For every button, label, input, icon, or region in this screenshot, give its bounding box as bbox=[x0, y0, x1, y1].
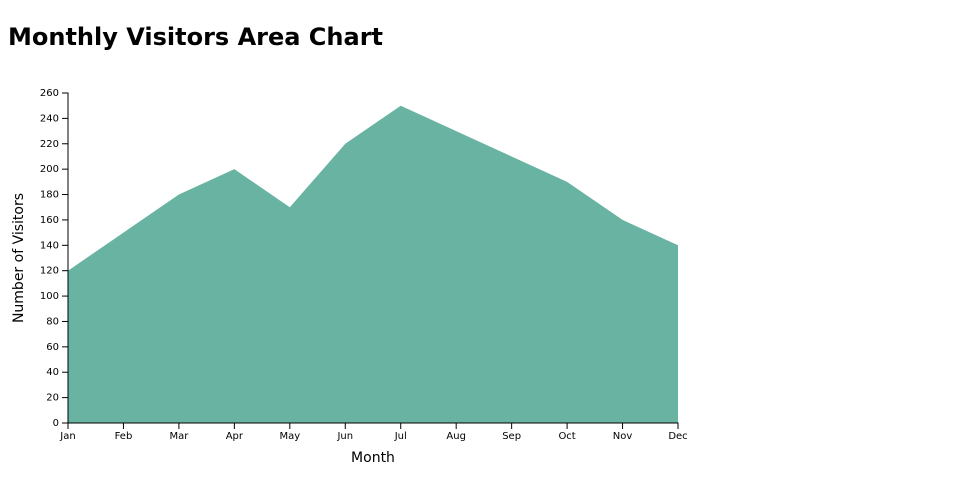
x-tick-label: Oct bbox=[558, 431, 575, 442]
y-tick-label: 40 bbox=[46, 367, 59, 378]
y-tick-label: 100 bbox=[40, 291, 59, 302]
x-tick-label: Apr bbox=[226, 431, 244, 442]
y-axis-line bbox=[62, 92, 69, 424]
y-tick-label: 160 bbox=[40, 215, 59, 226]
x-tick-label: Nov bbox=[613, 431, 633, 442]
y-tick-label: 120 bbox=[40, 266, 59, 277]
y-tick-label: 260 bbox=[40, 88, 59, 99]
y-tick-label: 220 bbox=[40, 139, 59, 150]
x-tick-label: Jun bbox=[336, 431, 353, 442]
chart-title: Monthly Visitors Area Chart bbox=[8, 23, 383, 51]
y-tick-label: 200 bbox=[40, 164, 59, 175]
x-axis-label: Month bbox=[351, 450, 395, 466]
y-axis-label: Number of Visitors bbox=[11, 193, 27, 323]
x-tick-label: Sep bbox=[502, 431, 521, 442]
x-tick-label: May bbox=[279, 431, 300, 442]
y-tick-label: 20 bbox=[46, 393, 59, 404]
x-tick-label: Dec bbox=[668, 431, 687, 442]
x-tick-label: Aug bbox=[446, 431, 466, 442]
x-tick-label: Jul bbox=[394, 431, 407, 442]
x-tick-label: Jan bbox=[59, 431, 75, 442]
y-tick-label: 80 bbox=[46, 316, 59, 327]
x-axis-line bbox=[67, 422, 679, 429]
x-tick-label: Feb bbox=[115, 431, 133, 442]
y-tick-label: 60 bbox=[46, 342, 59, 353]
y-tick-label: 0 bbox=[53, 418, 59, 429]
area bbox=[68, 105, 678, 423]
y-tick-label: 240 bbox=[40, 113, 59, 124]
y-tick-label: 140 bbox=[40, 240, 59, 251]
y-tick-label: 180 bbox=[40, 190, 59, 201]
x-tick-label: Mar bbox=[169, 431, 189, 442]
